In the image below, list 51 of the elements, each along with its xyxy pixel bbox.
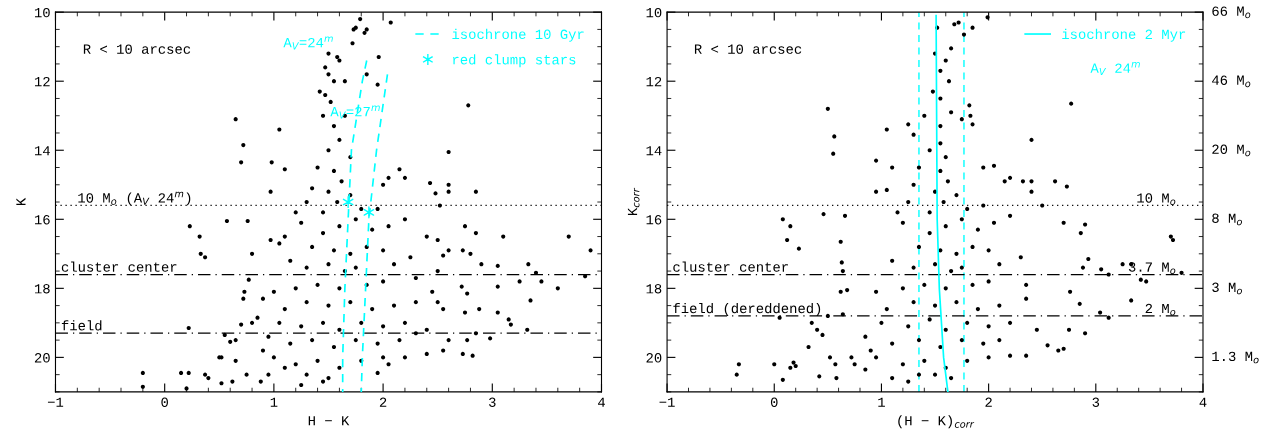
y-tick-label: 20 <box>646 353 662 363</box>
y-tick-label: 18 <box>34 284 50 294</box>
y-tick-label: 12 <box>646 76 662 87</box>
y-tick-label: 16 <box>646 215 662 225</box>
x-tick-label: −1 <box>659 397 675 407</box>
x-tick-label: 4 <box>1199 397 1207 407</box>
legend-label: isochrone 2 Myr <box>1062 28 1186 42</box>
annotation: cluster center <box>673 261 788 272</box>
x-tick-label: 3 <box>488 397 496 407</box>
y-axis-title: K$_{corr}$ <box>627 187 640 216</box>
x-tick-label: −1 <box>47 397 64 407</box>
annotation: A$_{V}$=27$^{m}$ <box>330 105 380 119</box>
x-tick-label: 1 <box>878 397 885 407</box>
x-axis-title: H − K <box>308 416 350 426</box>
annotation: cluster center <box>61 261 177 272</box>
y-tick-label: 20 <box>34 353 50 363</box>
y-tick-label: 10 <box>34 7 50 18</box>
line-series <box>935 14 949 392</box>
x-tick-label: 0 <box>161 397 168 407</box>
y-tick-label: 12 <box>34 76 50 87</box>
annotation: A$_{V}$=24$^{m}$ <box>283 36 333 50</box>
annotation: 3.7 M$_{o}$ <box>1128 262 1176 275</box>
text: 66 M$_{o}$ <box>1212 6 1251 19</box>
x-tick-label: 4 <box>598 397 605 407</box>
text: 1.3 M$_{o}$ <box>1212 351 1259 364</box>
x-tick-label: 3 <box>1092 397 1100 407</box>
x-tick-label: 2 <box>985 397 992 407</box>
x-tick-label: 2 <box>379 397 387 407</box>
annotation: R < 10 arcsec <box>83 44 191 54</box>
y-tick-label: 16 <box>34 215 50 225</box>
text: 3 M$_{o}$ <box>1212 282 1242 295</box>
y-tick-label: 14 <box>646 146 662 156</box>
x-axis-title: (H − K)$_{corr}$ <box>898 415 975 429</box>
annotation: 10 M$_{o}$ <box>1137 193 1176 205</box>
y-tick-label: 14 <box>34 146 50 156</box>
y-axis-title: K <box>16 197 26 206</box>
annotation: R < 10 arcsec <box>694 44 802 54</box>
text: 20 M$_{o}$ <box>1212 144 1251 157</box>
annotation: A$_{V}$ 24$^{m}$ <box>1090 62 1140 76</box>
annotation: 2 M$_{o}$ <box>1145 303 1176 316</box>
y-tick-label: 10 <box>646 7 662 18</box>
text: 8 M$_{o}$ <box>1212 213 1242 226</box>
y-tick-label: 18 <box>646 284 662 294</box>
legend-label: red clump stars <box>453 54 576 68</box>
annotation: field <box>61 320 102 331</box>
x-tick-label: 0 <box>770 397 778 407</box>
annotation: 10 M$_{o}$ (A$_{V}$ 24$^{m}$) <box>78 191 191 206</box>
text: 46 M$_{o}$ <box>1212 75 1251 88</box>
x-tick-label: 1 <box>270 397 278 407</box>
annotation: field (dereddened) <box>673 303 821 316</box>
legend-label: isochrone 10 Gyr <box>452 28 584 42</box>
